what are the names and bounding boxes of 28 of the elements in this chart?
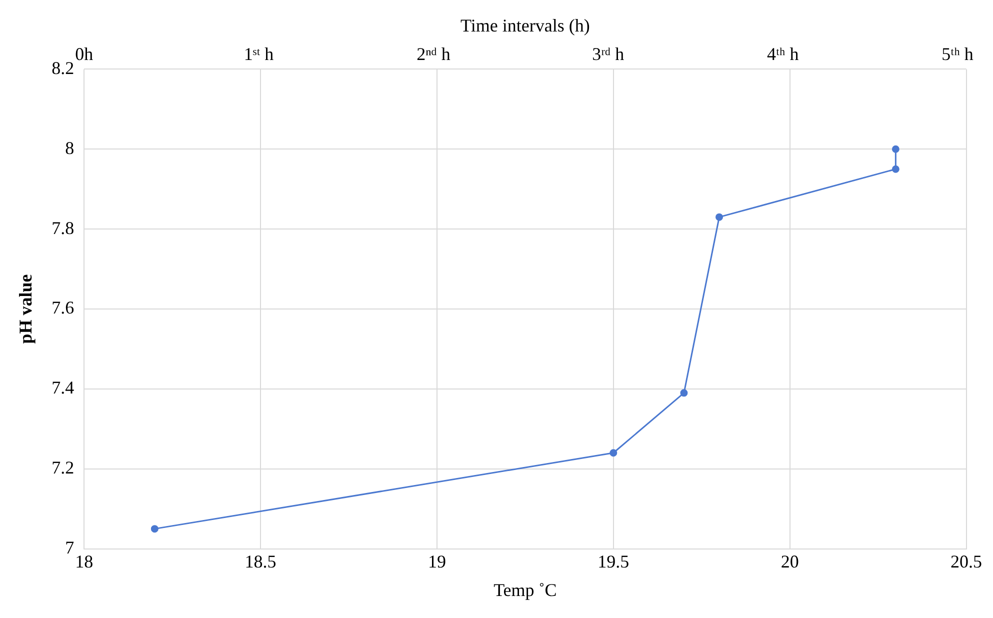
- y-tick-label: 7.6: [52, 298, 74, 318]
- x-tick-label: 20: [780, 551, 799, 572]
- x2-tick-label: 2ⁿᵈ h: [416, 44, 450, 64]
- x2-axis-title: Time intervals (h): [460, 16, 590, 36]
- point: [610, 449, 618, 457]
- x2-tick-label: 1ˢᵗ h: [244, 44, 274, 64]
- x-tick-label: 20.5: [950, 551, 982, 572]
- y-tick-label: 8: [65, 138, 74, 158]
- x-tick-label: 18.5: [244, 551, 276, 572]
- x-axis-title: Temp ˚C: [494, 580, 557, 600]
- x2-tick-label: 3ʳᵈ h: [592, 44, 624, 64]
- x-tick-label: 18: [75, 551, 94, 572]
- x2-tick-label: 5ᵗʰ h: [942, 44, 974, 64]
- y-tick-label: 8.2: [52, 58, 74, 78]
- point: [892, 145, 900, 153]
- x2-tick-label: 4ᵗʰ h: [766, 44, 799, 64]
- point: [716, 213, 723, 221]
- y-tick-label: 7.2: [52, 458, 74, 478]
- point: [150, 525, 158, 533]
- point: [892, 165, 900, 173]
- y-tick-label: 7.8: [52, 218, 74, 238]
- x2-tick-label: 0h: [75, 44, 94, 64]
- point: [680, 389, 688, 397]
- y-axis-title: pH value: [15, 274, 36, 344]
- x-tick-label: 19.5: [598, 551, 630, 572]
- y-tick-label: 7.4: [52, 378, 74, 398]
- x-tick-label: 19: [428, 551, 446, 572]
- y-tick-label: 7: [65, 538, 74, 558]
